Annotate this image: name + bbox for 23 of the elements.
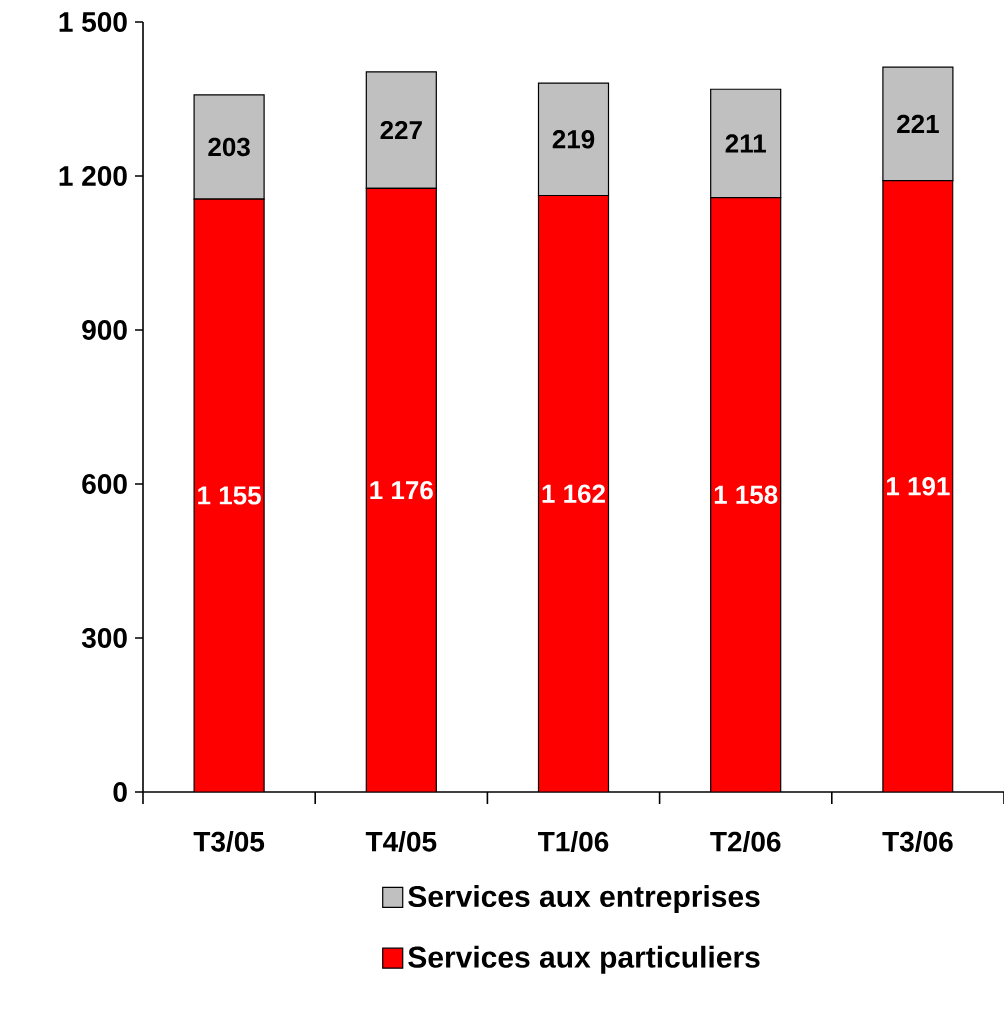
y-tick-label: 600 (82, 474, 127, 494)
data-label: 227 (380, 120, 422, 140)
x-tick-label: T4/05 (365, 831, 437, 852)
x-tick-label: T1/06 (538, 831, 609, 852)
y-tick-label: 0 (113, 782, 127, 802)
x-tick-label: T3/05 (193, 831, 265, 852)
y-tick-label: 1 200 (59, 166, 127, 186)
data-label: 203 (208, 137, 250, 157)
x-tick-label: T3/06 (882, 831, 953, 852)
data-label: 1 191 (887, 477, 950, 496)
data-label: 1 155 (198, 486, 261, 505)
data-label: 1 158 (714, 485, 778, 504)
data-label: 1 176 (370, 480, 433, 500)
data-label: 219 (552, 130, 595, 149)
y-tick-label: 1 500 (59, 12, 127, 32)
legend-label: Services aux particuliers (408, 945, 760, 974)
x-tick-label: T2/06 (710, 831, 781, 852)
data-label: 1 162 (542, 484, 605, 503)
legend-label: Services aux entreprises (408, 885, 760, 914)
data-label: 211 (725, 134, 766, 153)
y-tick-label: 900 (82, 320, 127, 340)
data-label: 221 (897, 114, 939, 133)
y-tick-label: 300 (81, 628, 127, 648)
